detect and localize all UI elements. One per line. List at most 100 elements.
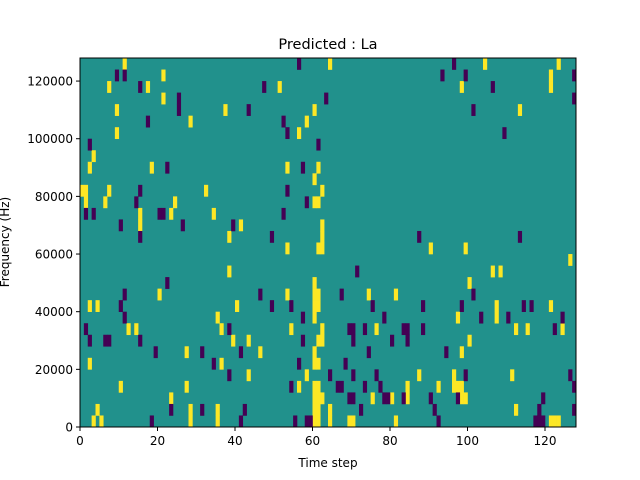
heatmap-cell-high bbox=[490, 265, 495, 278]
heatmap-cell-low bbox=[541, 415, 546, 428]
heatmap-cell-high bbox=[548, 69, 554, 82]
heatmap-cell-high bbox=[103, 196, 108, 209]
heatmap-cell-high bbox=[467, 334, 472, 347]
heatmap-cell-low bbox=[300, 161, 306, 174]
heatmap-cell-low bbox=[285, 127, 290, 140]
heatmap-cell-high bbox=[548, 81, 554, 93]
heatmap-cell-high bbox=[316, 288, 321, 301]
heatmap-cell-high bbox=[328, 403, 333, 416]
heatmap-cell-low bbox=[541, 392, 546, 405]
heatmap-cell-low bbox=[293, 415, 298, 428]
heatmap-cell-high bbox=[455, 311, 461, 324]
heatmap-cell-low bbox=[145, 115, 151, 128]
heatmap-cell-low bbox=[537, 415, 542, 428]
heatmap-cell-low bbox=[339, 380, 344, 393]
heatmap-cell-high bbox=[289, 323, 294, 336]
heatmap-cell-low bbox=[432, 403, 437, 416]
heatmap-cell-high bbox=[184, 380, 189, 393]
heatmap-cell-low bbox=[304, 415, 309, 428]
heatmap-cell-high bbox=[312, 403, 317, 416]
heatmap-cell-high bbox=[161, 69, 166, 82]
heatmap-cell-low bbox=[138, 230, 143, 243]
x-tick-label: 0 bbox=[76, 434, 84, 448]
heatmap-cell-high bbox=[494, 300, 499, 312]
heatmap-cell-low bbox=[440, 69, 445, 82]
x-tick-label: 40 bbox=[227, 434, 242, 448]
heatmap-cell-low bbox=[560, 311, 565, 324]
heatmap-cell-low bbox=[269, 230, 275, 243]
heatmap-cell-high bbox=[417, 369, 422, 382]
heatmap-cell-high bbox=[514, 323, 519, 336]
heatmap-cell-low bbox=[347, 392, 352, 405]
heatmap-cell-low bbox=[118, 300, 123, 312]
heatmap-cell-high bbox=[138, 219, 143, 232]
heatmap-cell-high bbox=[393, 288, 399, 301]
heatmap-cell-high bbox=[235, 300, 240, 312]
heatmap-cell-low bbox=[335, 380, 340, 393]
heatmap-cell-low bbox=[269, 300, 275, 312]
heatmap-cell-high bbox=[374, 323, 379, 336]
heatmap-cell-low bbox=[444, 346, 449, 359]
heatmap-cell-low bbox=[304, 196, 309, 209]
heatmap-cell-high bbox=[188, 415, 193, 428]
heatmap-cell-high bbox=[393, 415, 399, 428]
heatmap-cell-high bbox=[223, 104, 228, 116]
heatmap-cell-low bbox=[300, 334, 306, 347]
heatmap-cell-high bbox=[246, 369, 251, 382]
heatmap-cell-high bbox=[455, 380, 461, 393]
heatmap-cell-high bbox=[107, 184, 112, 197]
heatmap-cell-high bbox=[483, 58, 488, 70]
heatmap-cell-low bbox=[138, 81, 143, 93]
heatmap-cell-low bbox=[324, 92, 329, 105]
heatmap-cell-low bbox=[471, 288, 476, 301]
heatmap-cell-low bbox=[455, 392, 461, 405]
heatmap-cell-high bbox=[312, 392, 317, 405]
heatmap-cell-low bbox=[328, 369, 333, 382]
heatmap-cell-high bbox=[219, 357, 224, 370]
heatmap-cell-high bbox=[188, 403, 193, 416]
heatmap-cell-low bbox=[463, 369, 468, 382]
heatmap-cell-high bbox=[316, 161, 321, 174]
heatmap-cell-low bbox=[529, 300, 534, 312]
heatmap-cell-high bbox=[312, 415, 317, 428]
x-tick-label: 120 bbox=[534, 434, 557, 448]
heatmap-cell-low bbox=[382, 311, 387, 324]
heatmap-cell-high bbox=[304, 115, 309, 128]
heatmap-cell-low bbox=[227, 323, 232, 336]
heatmap-cells bbox=[80, 58, 577, 428]
heatmap-cell-low bbox=[176, 104, 182, 116]
heatmap-cell-high bbox=[169, 392, 174, 405]
heatmap-cell-low bbox=[359, 403, 364, 416]
heatmap-cell-low bbox=[161, 207, 166, 220]
heatmap-cell-high bbox=[316, 300, 321, 312]
heatmap-cell-high bbox=[328, 58, 333, 70]
heatmap-cell-high bbox=[95, 300, 100, 312]
heatmap-cell-high bbox=[312, 104, 317, 116]
heatmap-cell-low bbox=[242, 403, 247, 416]
heatmap-cell-high bbox=[184, 346, 189, 359]
heatmap-cell-low bbox=[421, 300, 426, 312]
heatmap-cell-high bbox=[238, 219, 244, 232]
heatmap-cell-high bbox=[215, 403, 220, 416]
heatmap-cell-high bbox=[138, 207, 143, 220]
heatmap-cell-low bbox=[107, 334, 112, 347]
heatmap-cell-low bbox=[351, 369, 356, 382]
heatmap-cell-high bbox=[459, 81, 464, 93]
heatmap-cell-low bbox=[343, 357, 348, 370]
heatmap-cell-low bbox=[114, 69, 120, 82]
heatmap-cell-low bbox=[386, 392, 391, 405]
heatmap-cell-high bbox=[467, 277, 472, 289]
heatmap-cell-low bbox=[428, 392, 433, 405]
heatmap-cell-high bbox=[366, 288, 371, 301]
heatmap-cell-high bbox=[494, 311, 499, 324]
heatmap-cell-high bbox=[452, 369, 457, 382]
heatmap-cell-low bbox=[355, 265, 360, 278]
chart-title: Predicted : La bbox=[278, 37, 377, 53]
heatmap-cell-high bbox=[285, 288, 290, 301]
heatmap-cell-high bbox=[320, 323, 325, 336]
heatmap-cell-low bbox=[134, 196, 139, 209]
heatmap-cell-low bbox=[281, 115, 286, 128]
heatmap-cell-high bbox=[304, 369, 309, 382]
heatmap-cell-high bbox=[312, 196, 317, 209]
heatmap-cell-high bbox=[312, 277, 317, 289]
